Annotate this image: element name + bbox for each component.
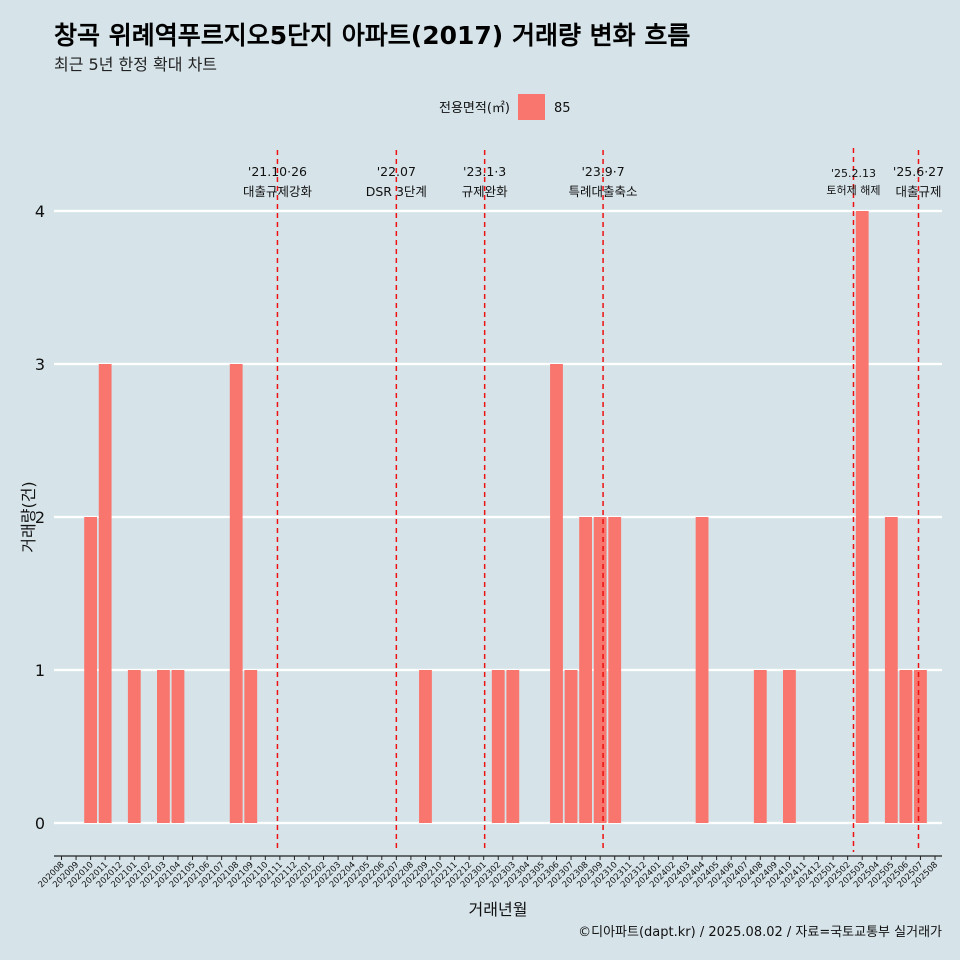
- bar: [579, 517, 593, 823]
- bar: [171, 670, 185, 823]
- legend: 전용면적(㎡) 85: [439, 94, 571, 120]
- y-tick-label: 4: [35, 202, 45, 221]
- event-date-label: '22.07: [377, 164, 416, 179]
- legend-key: [518, 94, 545, 120]
- bar: [229, 364, 243, 823]
- bar: [753, 670, 767, 823]
- event-label: 토허제 해제: [826, 183, 880, 197]
- y-tick-label: 3: [35, 355, 45, 374]
- chart-subtitle: 최근 5년 한정 확대 차트: [54, 55, 217, 74]
- y-axis: 0 1 2 3 4: [35, 202, 45, 833]
- legend-title: 전용면적(㎡): [439, 101, 510, 116]
- x-axis-title: 거래년월: [469, 900, 528, 919]
- bar: [899, 670, 913, 823]
- bar: [855, 211, 869, 823]
- event-date-label: '23.9·7: [581, 164, 624, 179]
- chart-title: 창곡 위례역푸르지오5단지 아파트(2017) 거래량 변화 흐름: [54, 21, 690, 50]
- event-date-label: '25.2.13: [831, 167, 876, 180]
- event-date-label: '25.6·27: [893, 164, 944, 179]
- bars: [84, 211, 927, 823]
- event-date-label: '23.1·3: [463, 164, 506, 179]
- y-tick-label: 1: [35, 661, 45, 680]
- y-tick-label: 2: [35, 508, 45, 527]
- annotations: '21.10·26 대출규제강화 '22.07 DSR 3단계 '23.1·3 규제완화 '…: [243, 148, 944, 852]
- bar: [564, 670, 578, 823]
- event-label: 대출규제강화: [243, 184, 313, 199]
- event-label: 규제완화: [462, 184, 509, 199]
- event-date-label: '21.10·26: [248, 164, 307, 179]
- bar: [550, 364, 563, 823]
- bar: [593, 517, 607, 823]
- bar: [84, 517, 98, 823]
- event-label: 특례대출축소: [569, 184, 638, 199]
- bar: [695, 517, 709, 823]
- bar: [127, 670, 141, 823]
- y-tick-label: 0: [35, 814, 45, 833]
- bar: [244, 670, 258, 823]
- bar: [914, 670, 927, 823]
- bar: [491, 670, 505, 823]
- event-label: 대출규제: [895, 184, 941, 199]
- bar: [157, 670, 170, 823]
- caption: ©디아파트(dapt.kr) / 2025.08.02 / 자료=국토교통부 실…: [578, 925, 942, 940]
- bar: [783, 670, 796, 823]
- bar: [419, 670, 432, 823]
- y-axis-title: 거래량(건): [19, 481, 38, 552]
- legend-label: 85: [554, 101, 571, 116]
- bar: [608, 517, 622, 823]
- bar: [506, 670, 520, 823]
- bar: [98, 364, 112, 823]
- event-label: DSR 3단계: [366, 184, 427, 199]
- bar: [884, 517, 898, 823]
